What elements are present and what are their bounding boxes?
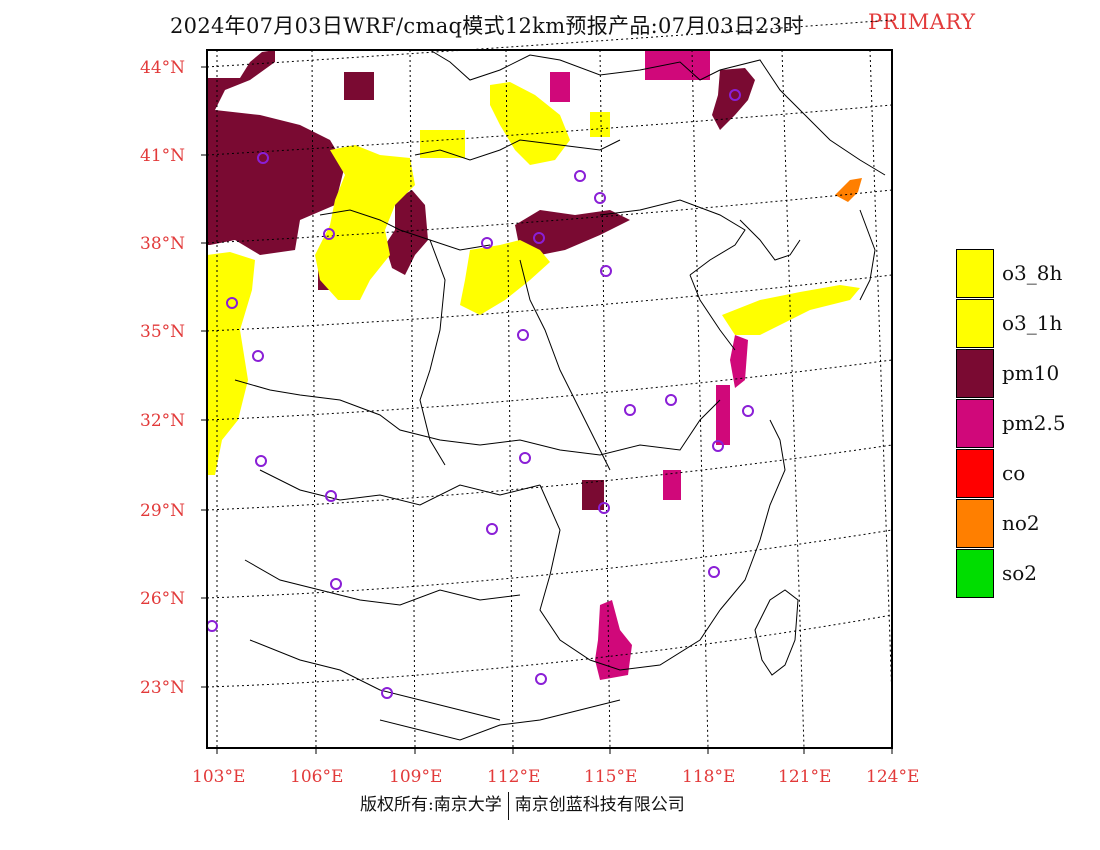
- pm10-region-nw2: [344, 72, 374, 100]
- legend-label: o3_1h: [1002, 311, 1063, 335]
- city-marker: [598, 502, 610, 514]
- lat-label: 32°N: [140, 411, 185, 431]
- city-marker: [600, 265, 612, 277]
- legend-label: co: [1002, 461, 1026, 485]
- city-marker: [517, 329, 529, 341]
- legend-swatch: [956, 399, 994, 448]
- city-marker: [330, 578, 342, 590]
- city-marker: [381, 687, 393, 699]
- copyright-footer: 版权所有:南京大学 南京创蓝科技有限公司: [360, 790, 685, 820]
- legend-swatch: [956, 249, 994, 298]
- city-marker: [257, 152, 269, 164]
- city-marker: [712, 440, 724, 452]
- legend-label: pm10: [1002, 361, 1060, 385]
- pm25-region-jiangsu: [730, 335, 748, 388]
- city-marker: [708, 566, 720, 578]
- lat-label: 35°N: [140, 322, 185, 342]
- lat-label: 44°N: [140, 58, 185, 78]
- lat-label: 23°N: [140, 678, 185, 698]
- legend-label: no2: [1002, 511, 1040, 535]
- pm10-region-northwest: [207, 50, 345, 255]
- axis-ticks: [201, 66, 893, 754]
- pm10-region-shanxi-hebei: [515, 210, 630, 255]
- city-markers: [206, 89, 754, 699]
- lat-label: 26°N: [140, 589, 185, 609]
- city-marker: [486, 523, 498, 535]
- lon-label: 115°E: [584, 767, 637, 787]
- legend-swatch: [956, 549, 994, 598]
- lat-label: 29°N: [140, 501, 185, 521]
- province-boundaries: [234, 49, 886, 741]
- pm10-region-jiangxi: [582, 480, 604, 510]
- o3-region-north-plain: [460, 240, 550, 315]
- footer-separator: [507, 791, 509, 820]
- city-marker: [226, 297, 238, 309]
- city-marker: [742, 405, 754, 417]
- footer-copyright: 版权所有:南京大学: [360, 795, 502, 815]
- o3-region-west-edge: [207, 252, 255, 475]
- lat-label: 38°N: [140, 234, 185, 254]
- legend-swatch: [956, 499, 994, 548]
- lon-label: 121°E: [778, 767, 831, 787]
- o3-region-ne: [590, 112, 610, 137]
- pm25-region-north: [645, 50, 710, 80]
- city-marker: [325, 490, 337, 502]
- legend-swatch: [956, 299, 994, 348]
- o3-region-inner-mongolia: [315, 145, 415, 300]
- pm25-region-north2: [550, 72, 570, 102]
- legend-label: o3_8h: [1002, 261, 1063, 285]
- city-marker: [533, 232, 545, 244]
- city-marker: [624, 404, 636, 416]
- pm25-region-anhui: [716, 385, 730, 445]
- legend-label: so2: [1002, 561, 1038, 585]
- lon-label: 103°E: [192, 767, 245, 787]
- o3-region-nw-strip: [420, 130, 465, 158]
- city-marker: [323, 228, 335, 240]
- footer-company: 南京创蓝科技有限公司: [514, 795, 685, 815]
- pm25-region-jiangxi: [663, 470, 681, 500]
- o3-region-yellow-sea: [722, 285, 860, 335]
- city-marker: [729, 89, 741, 101]
- lon-label: 124°E: [866, 767, 919, 787]
- city-marker: [594, 192, 606, 204]
- city-marker: [252, 350, 264, 362]
- city-marker: [481, 237, 493, 249]
- map-title: 2024年07月03日WRF/cmaq模式12km预报产品:07月03日23时 …: [0, 10, 1100, 42]
- city-marker: [535, 673, 547, 685]
- lon-label: 109°E: [389, 767, 442, 787]
- lon-label: 112°E: [487, 767, 540, 787]
- legend-swatch: [956, 349, 994, 398]
- no2-region-liaodong: [835, 178, 862, 202]
- city-marker: [519, 452, 531, 464]
- pm25-region-guangdong: [595, 600, 632, 680]
- title-primary-tag: PRIMARY: [868, 10, 976, 34]
- legend-label: pm2.5: [1002, 411, 1066, 435]
- lat-label: 41°N: [140, 146, 185, 166]
- city-marker: [255, 455, 267, 467]
- map-frame: [206, 49, 893, 749]
- lon-label: 106°E: [290, 767, 343, 787]
- city-marker: [665, 394, 677, 406]
- title-main: 2024年07月03日WRF/cmaq模式12km预报产品:07月03日23时: [170, 14, 804, 38]
- lon-label: 118°E: [682, 767, 735, 787]
- legend-swatch: [956, 449, 994, 498]
- city-marker: [574, 170, 586, 182]
